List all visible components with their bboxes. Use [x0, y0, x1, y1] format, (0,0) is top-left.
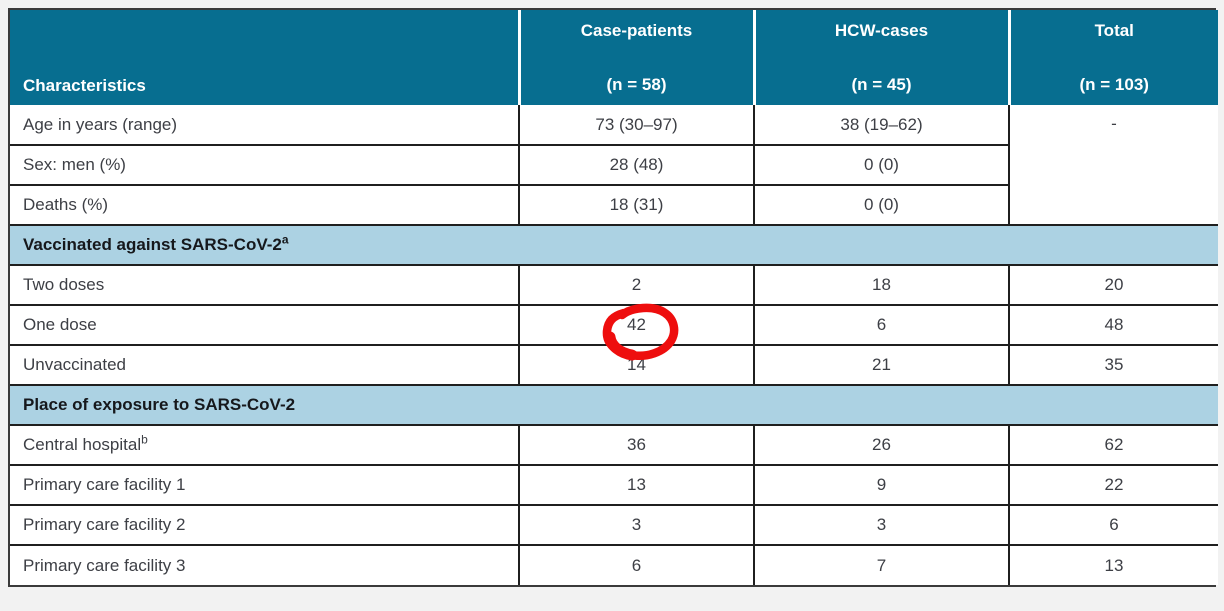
table-row-pcf2: Primary care facility 2 3 3 6: [10, 505, 1218, 546]
cell-hcw-cases: 6: [753, 305, 1009, 346]
cell-hcw-cases: 0 (0): [753, 145, 1009, 186]
section-row-vaccinated: Vaccinated against SARS-CoV-2a: [10, 225, 1218, 266]
column-header-label: HCW-cases: [834, 21, 929, 40]
row-label: Age in years (range): [10, 105, 519, 146]
cell-total: 35: [1008, 345, 1218, 386]
header-row: Characteristics Case-patients (n = 58) H…: [10, 10, 1218, 105]
footnote-marker-b: b: [141, 432, 148, 447]
row-label: One dose: [10, 305, 519, 346]
cell-case-patients: 3: [518, 505, 754, 546]
cell-case-patients-annotated: 42: [518, 305, 754, 346]
row-label: Unvaccinated: [10, 345, 519, 386]
column-header-case-patients: Case-patients (n = 58): [517, 10, 754, 105]
cell-hcw-cases: 0 (0): [753, 185, 1009, 226]
characteristics-table: Characteristics Case-patients (n = 58) H…: [8, 8, 1218, 587]
data-table: Characteristics Case-patients (n = 58) H…: [10, 10, 1218, 585]
cell-total: 22: [1008, 465, 1218, 506]
cell-case-patients: 36: [518, 425, 754, 466]
row-label-text: Central hospital: [23, 435, 142, 454]
section-row-exposure: Place of exposure to SARS-CoV-2: [10, 385, 1218, 426]
table-row-two-doses: Two doses 2 18 20: [10, 265, 1218, 306]
cell-case-patients: 6: [518, 545, 754, 585]
cell-total: 62: [1008, 425, 1218, 466]
row-label: Primary care facility 3: [10, 545, 519, 585]
section-header: Place of exposure to SARS-CoV-2: [10, 385, 1218, 426]
row-label: Central hospitalb: [10, 425, 519, 466]
column-header-n: (n = 58): [606, 75, 667, 94]
table-row-pcf3: Primary care facility 3 6 7 13: [10, 545, 1218, 585]
row-label: Sex: men (%): [10, 145, 519, 186]
cell-total-merged: -: [1008, 105, 1218, 226]
column-header-total: Total (n = 103): [1007, 10, 1218, 105]
column-header-label: Total: [1094, 21, 1134, 40]
cell-case-patients: 14: [518, 345, 754, 386]
cell-hcw-cases: 9: [753, 465, 1009, 506]
section-header: Vaccinated against SARS-CoV-2a: [10, 225, 1218, 266]
row-label: Two doses: [10, 265, 519, 306]
cell-total: 48: [1008, 305, 1218, 346]
column-header-label: Characteristics: [23, 76, 146, 95]
table-row-central-hospital: Central hospitalb 36 26 62: [10, 425, 1218, 466]
cell-hcw-cases: 3: [753, 505, 1009, 546]
cell-case-patients: 2: [518, 265, 754, 306]
table-row-one-dose: One dose 42 6 48: [10, 305, 1218, 346]
table-row-unvaccinated: Unvaccinated 14 21 35: [10, 345, 1218, 386]
cell-hcw-cases: 7: [753, 545, 1009, 585]
column-header-label: Case-patients: [580, 21, 693, 40]
cell-case-patients: 73 (30–97): [518, 105, 754, 146]
section-label: Place of exposure to SARS-CoV-2: [23, 395, 296, 414]
row-label: Deaths (%): [10, 185, 519, 226]
column-header-hcw-cases: HCW-cases (n = 45): [752, 10, 1009, 105]
row-label: Primary care facility 2: [10, 505, 519, 546]
table-row-sex: Sex: men (%) 28 (48) 0 (0): [10, 145, 1218, 186]
footnote-marker-a: a: [281, 232, 289, 247]
cell-total: 20: [1008, 265, 1218, 306]
column-header-n: (n = 103): [1079, 75, 1149, 94]
cell-case-patients: 13: [518, 465, 754, 506]
cell-case-patients: 28 (48): [518, 145, 754, 186]
table-row-pcf1: Primary care facility 1 13 9 22: [10, 465, 1218, 506]
column-header-n: (n = 45): [851, 75, 912, 94]
cell-hcw-cases: 26: [753, 425, 1009, 466]
cell-hcw-cases: 38 (19–62): [753, 105, 1009, 146]
cell-case-patients: 18 (31): [518, 185, 754, 226]
cell-hcw-cases: 18: [753, 265, 1009, 306]
row-label: Primary care facility 1: [10, 465, 519, 506]
table-row-deaths: Deaths (%) 18 (31) 0 (0): [10, 185, 1218, 226]
cell-total: 6: [1008, 505, 1218, 546]
cell-hcw-cases: 21: [753, 345, 1009, 386]
cell-total: 13: [1008, 545, 1218, 585]
section-label: Vaccinated against SARS-CoV-2: [23, 235, 282, 254]
table-row-age: Age in years (range) 73 (30–97) 38 (19–6…: [10, 105, 1218, 226]
column-header-characteristics: Characteristics: [10, 10, 519, 105]
